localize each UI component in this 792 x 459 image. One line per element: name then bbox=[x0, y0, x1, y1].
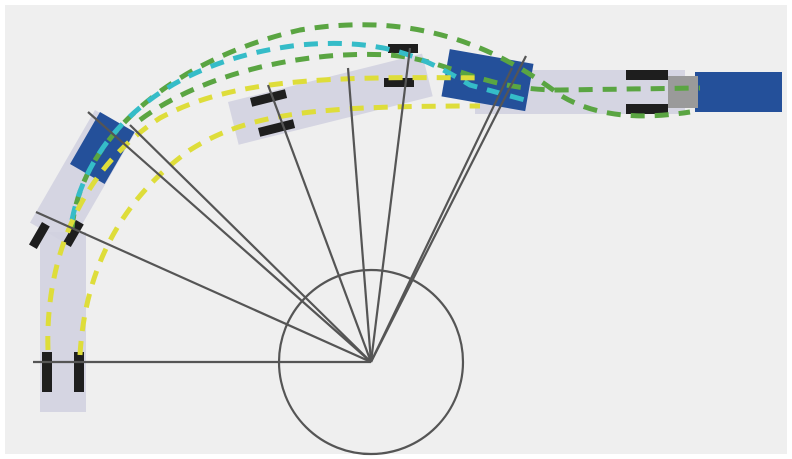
trailer bbox=[228, 53, 433, 145]
tractor bbox=[695, 72, 782, 112]
wheels bbox=[29, 44, 668, 392]
geometry bbox=[33, 47, 527, 456]
tractor-frame bbox=[668, 76, 698, 108]
swept-paths bbox=[45, 22, 701, 356]
path-yellow-outer bbox=[45, 75, 481, 351]
path-green-outer bbox=[69, 22, 691, 229]
path-cyan bbox=[69, 40, 526, 221]
path-yellow-inner bbox=[77, 103, 481, 356]
